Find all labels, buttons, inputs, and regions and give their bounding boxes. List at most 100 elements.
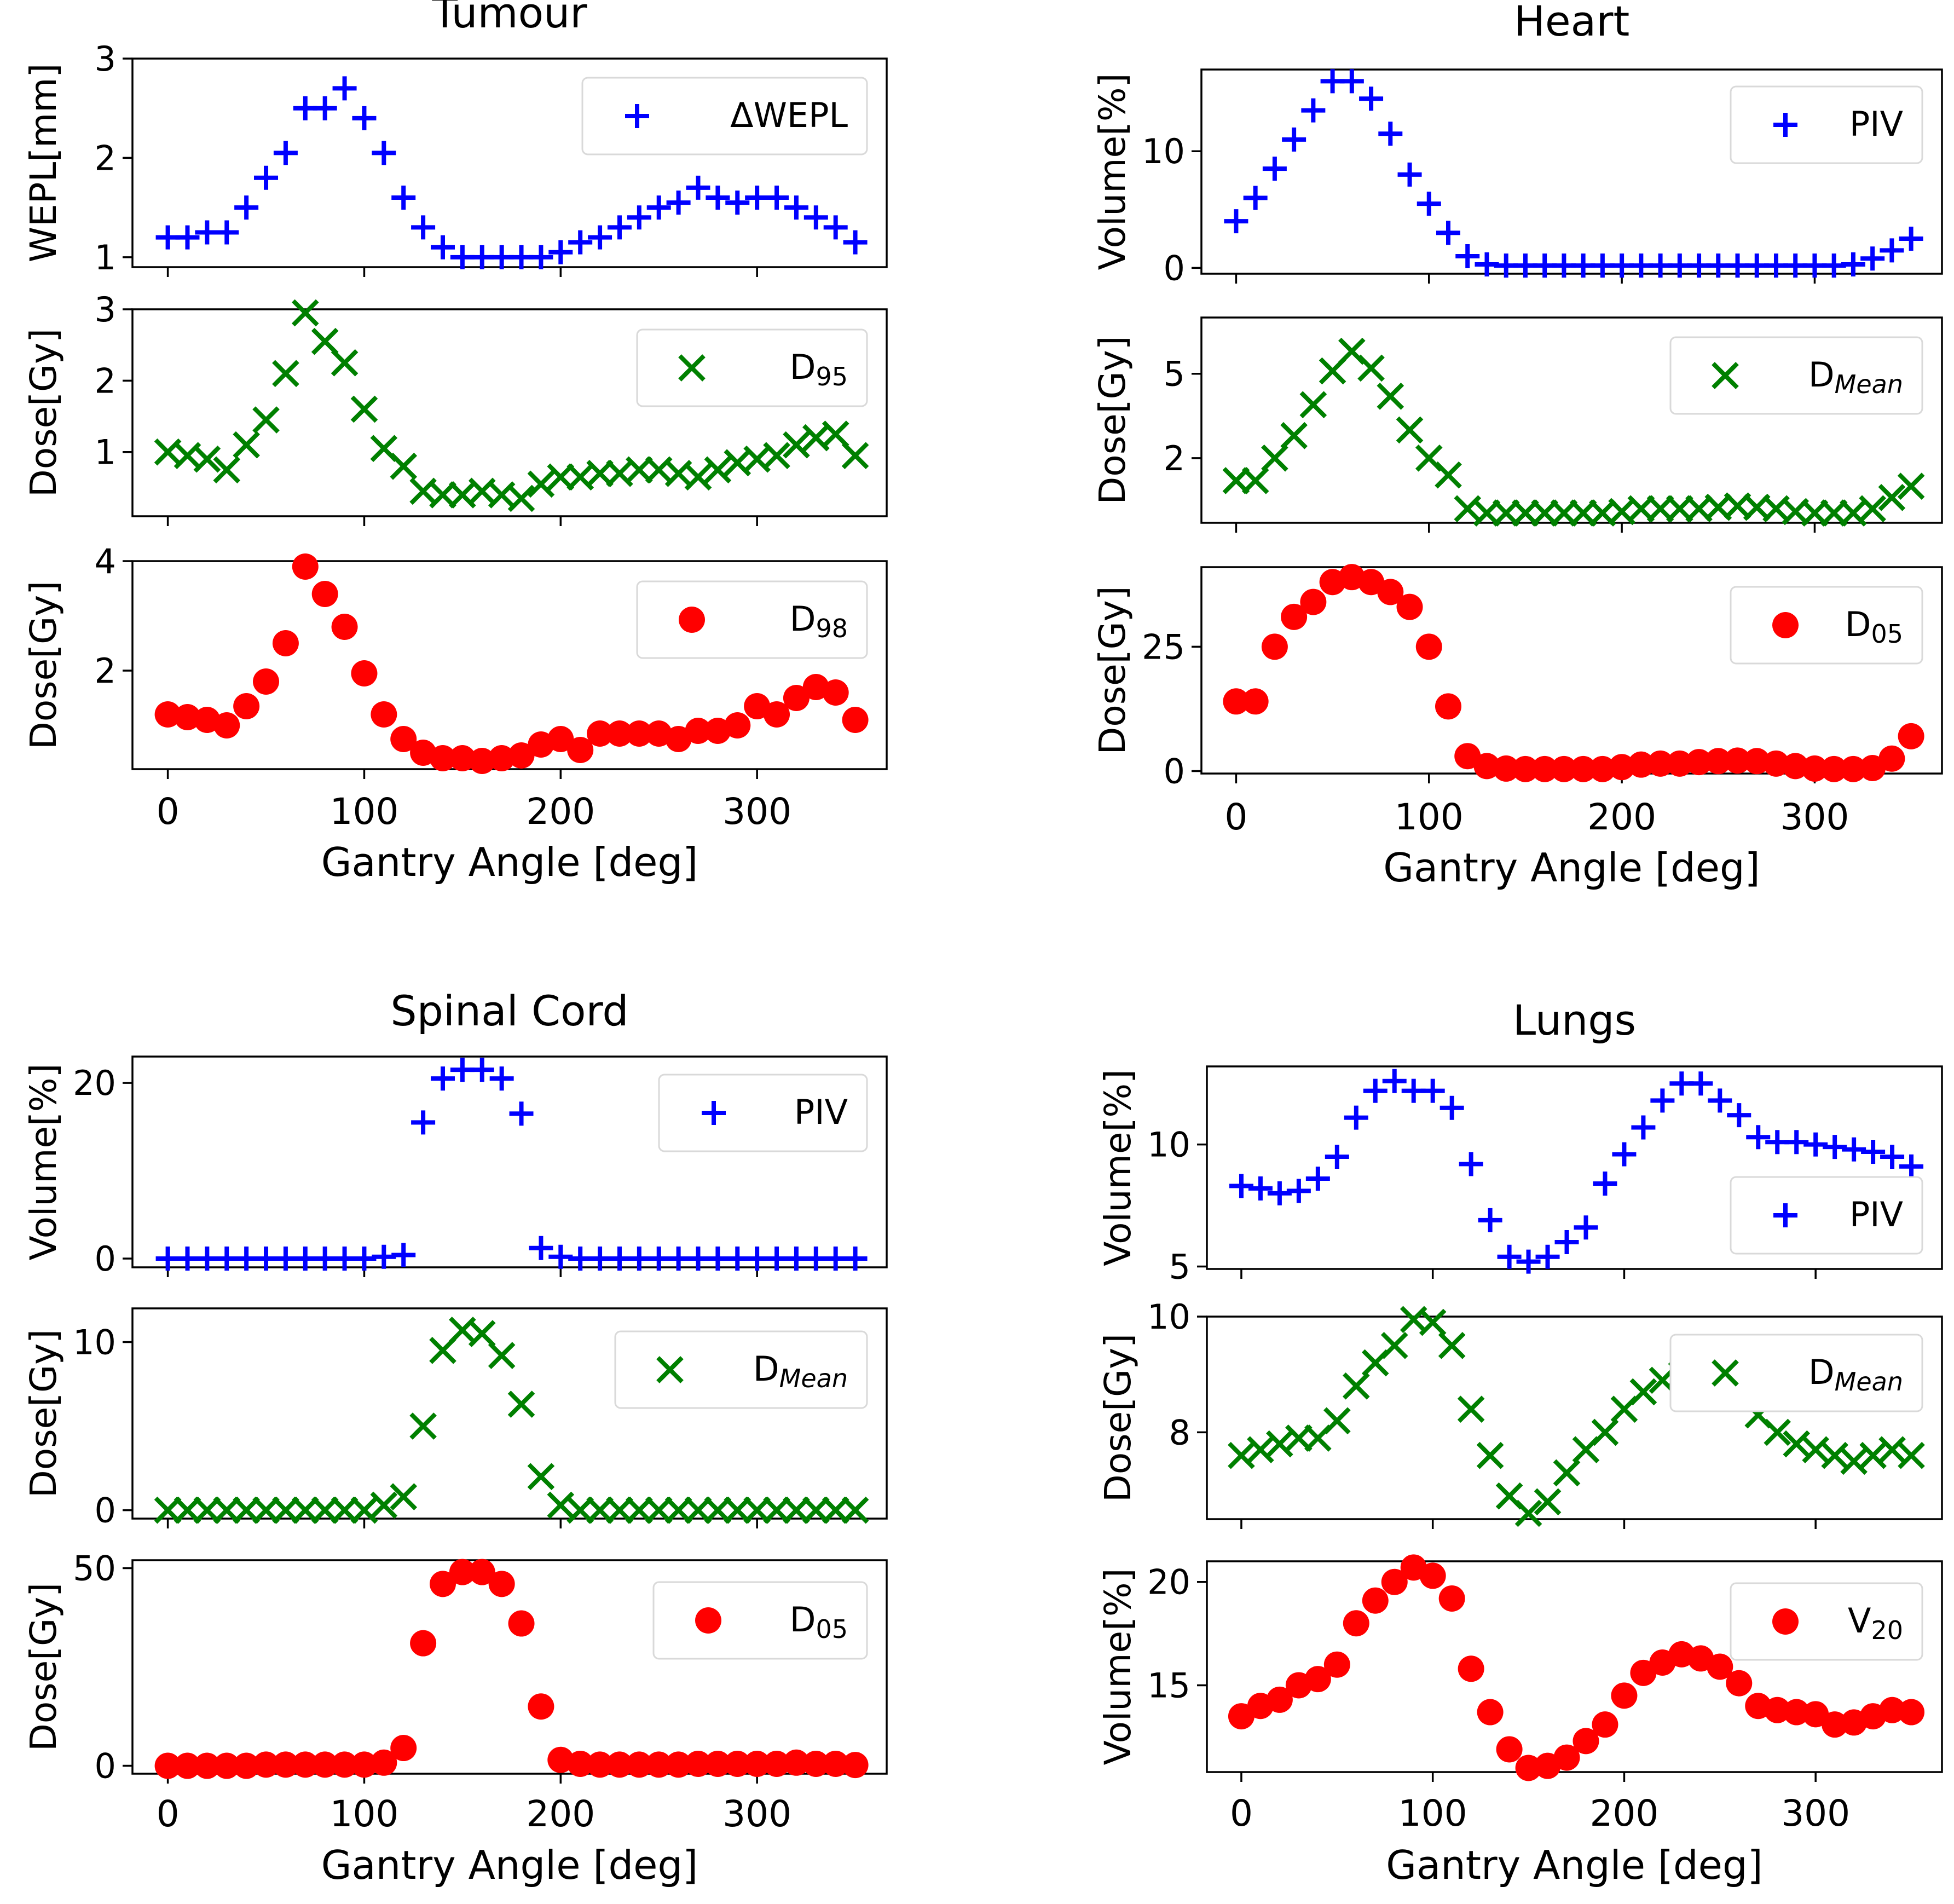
y-tick-label: 10 (1147, 1125, 1190, 1165)
data-point (1459, 1152, 1483, 1176)
data-point (1593, 1171, 1617, 1196)
data-point (253, 668, 280, 695)
legend-box (581, 77, 868, 155)
data-point (1241, 467, 1269, 494)
y-tick-label: 3 (95, 39, 116, 79)
data-point (252, 1496, 280, 1524)
data-point (1497, 1244, 1522, 1269)
data-point (215, 220, 239, 245)
x-tick-label: 300 (1781, 1792, 1850, 1834)
y-tick-label: 2 (95, 361, 116, 401)
legend-box (636, 580, 868, 659)
data-point (626, 720, 652, 747)
data-point (488, 745, 515, 771)
data-point (527, 1463, 555, 1491)
data-point (842, 707, 869, 733)
data-point (1898, 723, 1924, 749)
data-point (568, 230, 593, 255)
panel: 2 5 Dose[Gy] DMean (1091, 316, 1943, 533)
data-point (1454, 743, 1481, 770)
series-PIV (1229, 1069, 1924, 1274)
x-tick-label: 200 (1587, 796, 1656, 838)
data-point (233, 1752, 260, 1779)
data-point (529, 245, 553, 269)
data-point (1300, 588, 1327, 615)
plot-frame (131, 1307, 888, 1520)
legend: DMean (1669, 1334, 1923, 1412)
data-point (783, 1749, 810, 1776)
data-point (765, 186, 789, 210)
data-point (311, 581, 338, 607)
y-tick-label: 3 (95, 290, 116, 330)
data-point (1342, 1372, 1370, 1400)
data-point (1261, 445, 1288, 472)
data-point (1629, 1378, 1657, 1406)
data-point (233, 693, 260, 719)
data-point (1440, 1095, 1464, 1120)
x-axis-label: Gantry Angle [deg] (321, 1842, 698, 1888)
x-tick-label: 0 (1224, 796, 1247, 838)
legend-label: DMean (1808, 355, 1903, 399)
data-point (841, 1496, 869, 1524)
data-point (1705, 748, 1732, 775)
data-point (1339, 69, 1364, 94)
legend-label: PIV (1849, 1195, 1903, 1234)
data-point (507, 484, 535, 512)
data-point (509, 1101, 534, 1126)
data-point (1417, 192, 1441, 216)
data-point (1473, 499, 1501, 527)
data-point (469, 748, 495, 774)
x-tick-label: 300 (1780, 796, 1849, 838)
data-point (1611, 1682, 1638, 1709)
data-point (213, 456, 241, 484)
data-point (1628, 751, 1655, 778)
data-point (1436, 221, 1460, 245)
data-point (547, 463, 575, 491)
panel: 2 4 Dose[Gy] D98 (22, 541, 888, 779)
data-point (1473, 753, 1500, 780)
legend-label: DMean (753, 1349, 848, 1393)
data-point (1512, 755, 1539, 782)
legend-box (1730, 1582, 1923, 1661)
y-tick-label: 5 (1164, 354, 1185, 394)
data-point (411, 1110, 436, 1135)
data-point (1821, 1441, 1848, 1469)
data-point (626, 456, 653, 484)
data-point (390, 1483, 418, 1510)
series-ΔWEPL (155, 76, 868, 269)
x-tick-label: 100 (1398, 1792, 1467, 1834)
data-point (1515, 1755, 1542, 1781)
data-point (1898, 1441, 1925, 1469)
data-point (350, 1496, 378, 1524)
legend-box (1730, 1176, 1923, 1255)
data-point (272, 1496, 299, 1524)
data-point (1242, 688, 1269, 715)
data-point (1801, 755, 1828, 782)
data-point (1377, 383, 1404, 410)
data-point (1222, 467, 1250, 494)
legend-label: D95 (790, 347, 848, 391)
chart-title: Heart (1514, 0, 1630, 45)
y-tick-label: 0 (95, 1239, 116, 1279)
series-D05 (1223, 564, 1924, 782)
data-point (410, 1630, 437, 1657)
data-point (1492, 499, 1520, 527)
data-point (470, 1058, 494, 1082)
data-point (1783, 1699, 1810, 1726)
y-tick-label: 0 (95, 1491, 116, 1531)
data-point (725, 191, 750, 215)
data-point (744, 693, 771, 719)
data-point (1323, 1407, 1351, 1435)
x-tick-label: 0 (157, 791, 180, 833)
series-DMean (154, 1317, 869, 1524)
chart-title: Lungs (1513, 996, 1636, 1045)
data-point (685, 718, 712, 744)
data-point (1823, 1135, 1847, 1159)
data-point (665, 726, 692, 752)
data-point (233, 431, 260, 459)
data-point (1419, 1308, 1447, 1336)
x-tick-label: 100 (1395, 796, 1464, 838)
data-point (508, 742, 535, 769)
